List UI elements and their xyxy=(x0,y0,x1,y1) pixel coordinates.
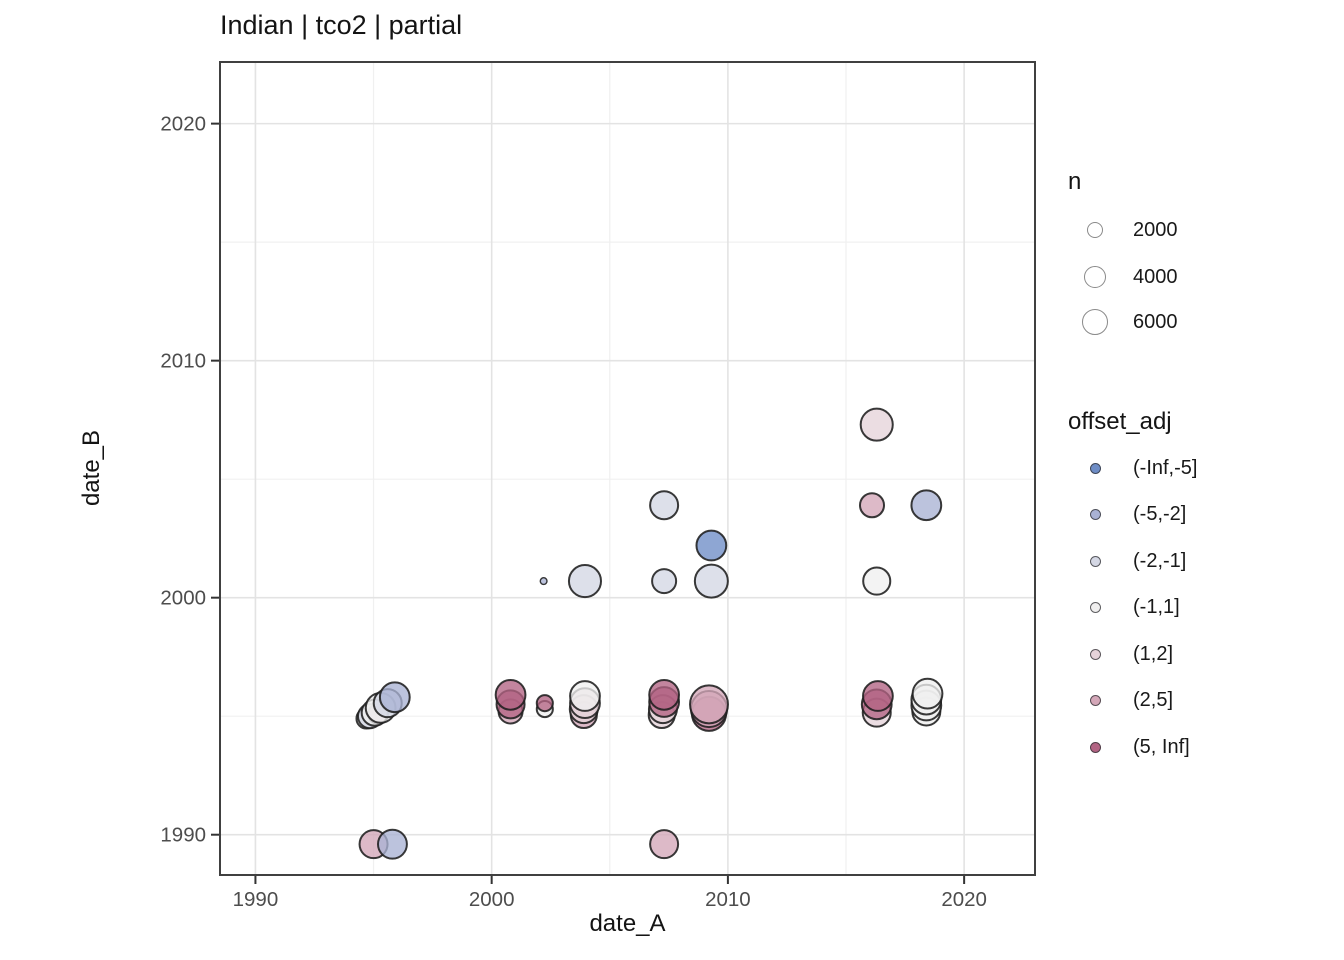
legend-size-item: 4000 xyxy=(1068,254,1178,300)
size-key-circle-icon xyxy=(1087,222,1103,238)
chart-title: Indian | tco2 | partial xyxy=(220,10,463,40)
x-tick-label: 2020 xyxy=(941,888,987,911)
legend-color-label: (2,5] xyxy=(1133,689,1174,711)
data-bubble xyxy=(535,694,554,713)
y-tick-label: 2020 xyxy=(160,113,206,136)
data-bubble xyxy=(693,563,729,599)
legend-color-key xyxy=(1068,741,1122,753)
legend-size-key-circle xyxy=(1068,266,1122,288)
legend-color-label: (1,2] xyxy=(1133,642,1174,665)
legend-size-label: 4000 xyxy=(1133,265,1178,288)
x-tick-label: 2000 xyxy=(469,888,515,911)
data-bubble xyxy=(648,678,681,711)
data-bubble xyxy=(911,677,944,710)
legend-color-item: (5, Inf] xyxy=(1068,724,1190,770)
color-key-dot-icon xyxy=(1089,462,1101,474)
y-axis-title-text: date_B xyxy=(78,429,105,507)
data-bubble xyxy=(569,680,601,712)
data-bubble xyxy=(862,566,892,596)
legend-color-key xyxy=(1068,462,1122,474)
data-bubble xyxy=(494,678,527,711)
panel-border xyxy=(219,61,1036,876)
legend-panel: n 2000 4000 6000 offset_adj (-Inf,-5] (-5,-… xyxy=(1068,0,1344,960)
data-bubble xyxy=(649,490,680,521)
color-key-dot-icon xyxy=(1089,602,1101,613)
color-key-dot-icon xyxy=(1089,555,1101,567)
data-bubble xyxy=(649,829,680,860)
color-key-dot-icon xyxy=(1089,509,1101,520)
legend-offset-title: offset_adj xyxy=(1068,408,1172,435)
data-bubble xyxy=(910,489,943,522)
color-key-dot-icon xyxy=(1089,695,1101,706)
color-key-dot-icon xyxy=(1089,741,1101,753)
legend-color-item: (-5,-2] xyxy=(1068,492,1186,538)
data-bubble xyxy=(651,568,678,595)
legend-color-item: (1,2] xyxy=(1068,631,1173,677)
legend-color-key xyxy=(1068,555,1122,567)
legend-size-label: 2000 xyxy=(1133,218,1178,241)
legend-size-label: 6000 xyxy=(1133,310,1178,333)
legend-size-item: 2000 xyxy=(1068,207,1178,253)
legend-color-item: (-1,1] xyxy=(1068,585,1180,631)
legend-color-key xyxy=(1068,509,1122,520)
data-bubble xyxy=(539,577,548,586)
legend-size-key-circle xyxy=(1068,309,1122,335)
legend-color-label: (-2,-1] xyxy=(1133,549,1187,572)
data-bubble xyxy=(862,680,894,712)
legend-color-label: (-1,1] xyxy=(1133,596,1180,618)
size-key-circle-icon xyxy=(1084,266,1106,288)
data-bubble xyxy=(567,564,603,599)
size-key-circle-icon xyxy=(1082,309,1108,335)
x-tick-label: 1990 xyxy=(233,888,279,911)
legend-color-item: (2,5] xyxy=(1068,678,1173,724)
legend-color-key xyxy=(1068,602,1122,613)
data-bubble xyxy=(376,828,408,860)
legend-color-label: (-Inf,-5] xyxy=(1133,456,1198,479)
legend-size-key-circle xyxy=(1068,222,1122,238)
y-tick-label: 1990 xyxy=(160,824,206,847)
data-bubble xyxy=(858,492,886,519)
data-bubble xyxy=(689,684,729,725)
legend-color-label: (5, Inf] xyxy=(1133,735,1190,758)
legend-color-key xyxy=(1068,648,1122,660)
y-tick-label: 2010 xyxy=(160,350,206,373)
legend-color-item: (-2,-1] xyxy=(1068,538,1186,584)
x-tick-label: 2010 xyxy=(705,888,751,911)
data-bubble xyxy=(859,407,894,442)
y-tick-label: 2000 xyxy=(160,587,206,610)
legend-color-label: (-5,-2] xyxy=(1133,503,1187,525)
data-bubble xyxy=(378,681,411,714)
data-bubble xyxy=(695,529,728,562)
color-key-dot-icon xyxy=(1089,648,1101,660)
legend-size-item: 6000 xyxy=(1068,299,1178,345)
bubbles-layer xyxy=(355,407,944,860)
x-axis-title: date_A xyxy=(589,910,666,937)
legend-color-key xyxy=(1068,695,1122,706)
legend-n-title: n xyxy=(1068,168,1082,195)
panel-background xyxy=(220,62,1035,875)
legend-color-item: (-Inf,-5] xyxy=(1068,445,1197,491)
